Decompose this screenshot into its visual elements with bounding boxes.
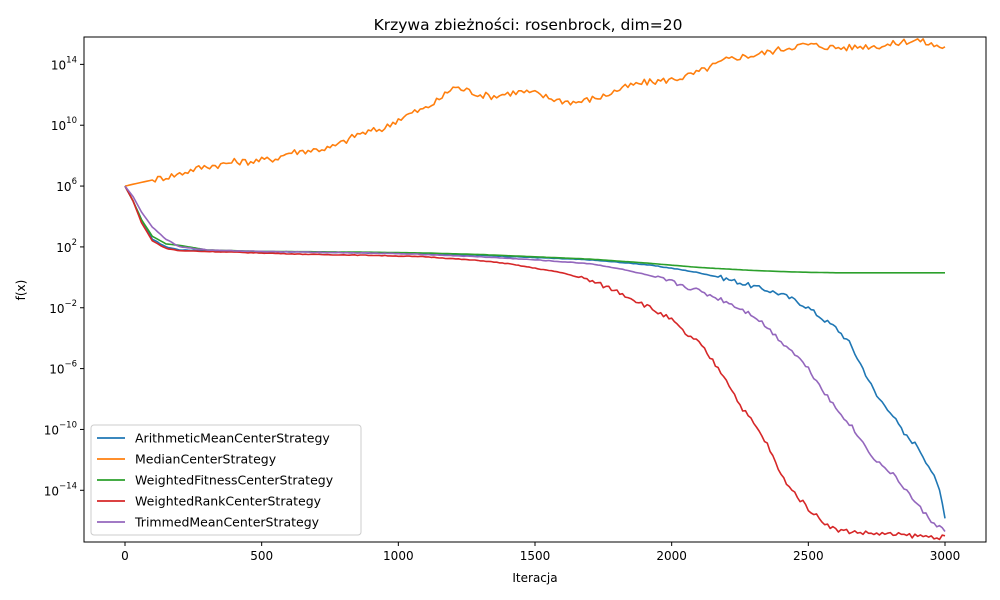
y-tick-base: 10 <box>44 484 59 498</box>
y-tick-exponent: −14 <box>59 481 77 491</box>
x-axis: 0 500 1000 1500 2000 2500 3000 <box>121 542 960 563</box>
x-tick-label: 1500 <box>520 549 551 563</box>
series-line-5 <box>124 185 946 532</box>
y-tick-exponent: −2 <box>64 299 77 309</box>
legend: ArithmeticMeanCenterStrategy MedianCenter… <box>90 424 362 536</box>
x-axis-label: Iteracja <box>512 571 557 585</box>
y-tick-label: 10−2 <box>49 299 77 316</box>
series-lines <box>124 38 946 541</box>
y-tick-base: 10 <box>51 119 66 133</box>
y-tick-exponent: 10 <box>66 116 77 126</box>
y-tick-label: 10−14 <box>44 481 77 498</box>
y-tick-exponent: 6 <box>72 177 77 187</box>
y-tick-exponent: −10 <box>59 420 77 430</box>
chart-title: Krzywa zbieżności: rosenbrock, dim=20 <box>374 16 683 34</box>
series-line-2 <box>124 38 946 187</box>
y-tick-base: 10 <box>44 423 59 437</box>
legend-label: TrimmedMeanCenterStrategy <box>134 515 320 530</box>
y-tick-base: 10 <box>56 241 71 255</box>
series-line-4 <box>124 185 946 541</box>
legend-label: ArithmeticMeanCenterStrategy <box>135 431 330 446</box>
x-tick-label: 2500 <box>793 549 824 563</box>
x-tick-label: 3000 <box>930 549 961 563</box>
y-tick-label: 1014 <box>51 55 77 72</box>
y-tick-label: 1010 <box>51 116 77 133</box>
y-axis-label: f(x) <box>14 280 28 301</box>
x-tick-label: 1000 <box>383 549 414 563</box>
y-tick-exponent: 2 <box>72 238 77 248</box>
legend-label: WeightedRankCenterStrategy <box>135 494 322 509</box>
x-tick-label: 500 <box>250 549 273 563</box>
x-tick-label: 2000 <box>656 549 687 563</box>
y-tick-label: 106 <box>56 177 77 194</box>
y-tick-label: 10−10 <box>44 420 77 437</box>
x-tick-label: 0 <box>121 549 129 563</box>
y-tick-exponent: 14 <box>66 55 77 65</box>
y-tick-label: 10−6 <box>49 360 77 377</box>
y-tick-base: 10 <box>49 302 64 316</box>
y-tick-base: 10 <box>49 363 64 377</box>
y-tick-exponent: −6 <box>64 360 77 370</box>
legend-box <box>90 424 362 536</box>
y-tick-base: 10 <box>51 58 66 72</box>
y-tick-base: 10 <box>56 180 71 194</box>
y-tick-label: 102 <box>56 238 77 255</box>
legend-label: WeightedFitnessCenterStrategy <box>135 473 334 488</box>
legend-label: MedianCenterStrategy <box>135 452 277 467</box>
